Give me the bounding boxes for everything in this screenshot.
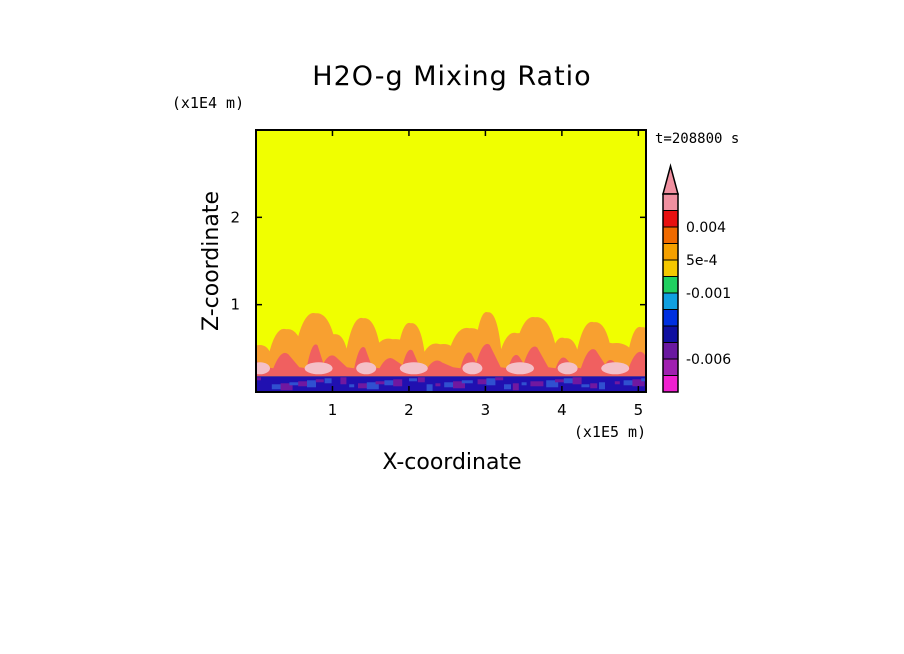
colorbar-swatch [662, 243, 679, 261]
x-tick-label: 4 [557, 401, 567, 419]
surface-layer-cell [477, 379, 488, 385]
colorbar-extend-arrow [662, 163, 679, 195]
y-tick-label: 2 [230, 208, 240, 226]
pink-cell [557, 362, 578, 375]
x-tick-label: 3 [481, 401, 491, 419]
x-axis-ticks: 1 2 3 4 5 [328, 130, 643, 419]
contour-field [256, 130, 646, 392]
pink-cell [304, 362, 333, 375]
colorbar-swatch [662, 193, 679, 211]
surface-layer-cell [599, 382, 605, 390]
colorbar-tick-label: -0.001 [686, 286, 731, 302]
plot-frame [255, 129, 647, 393]
surface-layer-cell [358, 383, 371, 389]
y-tick-label: 1 [230, 296, 240, 314]
surface-layer-cell [340, 377, 347, 385]
surface-layer-cell [256, 377, 261, 381]
colorbar-tick-labels: 0.004 5e-4 -0.001 -0.006 [686, 220, 731, 368]
pink-cell [356, 362, 377, 375]
colorbar-tick-label: -0.006 [686, 352, 731, 368]
surface-layer-cell [521, 382, 527, 386]
surface-layer-cell [417, 377, 425, 383]
colorbar-frame [662, 193, 679, 393]
colorbar-tick-label: 0.004 [686, 220, 726, 236]
surface-layer-cell [555, 379, 566, 383]
surface-layer-cell [563, 378, 574, 384]
y-axis-ticks: 12 [230, 208, 646, 314]
x-tick-label: 5 [634, 401, 644, 419]
surface-layer-cell [393, 379, 403, 387]
surface-layer-cell [486, 378, 496, 386]
surface-layer-cell [641, 378, 646, 382]
pink-cell [256, 362, 270, 375]
surface-layer-cell [375, 381, 387, 385]
surface-layer-cell [504, 384, 511, 390]
colorbar-tick-label: 5e-4 [686, 253, 718, 269]
surface-layer-cell [495, 377, 504, 381]
surface-layer-cell [632, 379, 645, 387]
surface-layer-cell [546, 380, 559, 388]
surface-layer-cell [426, 384, 433, 392]
surface-layer-cell [572, 377, 582, 385]
surface-layer-cell [307, 380, 316, 388]
red-contour [256, 343, 646, 377]
surface-layer-cell [349, 384, 355, 388]
surface-layer-cell [623, 380, 637, 386]
surface-layer-cell [409, 378, 417, 382]
colorbar-swatch [662, 292, 679, 310]
y-axis-label: Z-coordinate [199, 191, 224, 331]
surface-layer-cell [453, 381, 465, 389]
surface-layer-cell [530, 381, 544, 387]
surface-layer-cell [298, 381, 309, 387]
orange-contour [256, 312, 646, 377]
surface-layer-cell [271, 384, 285, 390]
surface-layer-cell [512, 383, 519, 391]
surface-layer-cell [444, 382, 458, 388]
colorbar-swatch [662, 358, 679, 376]
pink-cell [506, 362, 534, 375]
x-scale-label: (x1E5 m) [574, 423, 646, 441]
surface-layer-cell [581, 384, 590, 388]
x-tick-label: 2 [404, 401, 414, 419]
surface-layer-cell [590, 383, 598, 389]
colorbar-swatch [662, 375, 679, 393]
surface-layer-cell [315, 379, 324, 383]
surface-layer-cell [289, 382, 301, 386]
colorbar-swatch [662, 226, 679, 244]
chart-title: H2O-g Mixing Ratio [312, 61, 591, 92]
surface-layer-cell [324, 378, 332, 384]
colorbar-swatch [662, 259, 679, 277]
surface-layer-cell [435, 383, 441, 387]
time-label: t=208800 s [655, 131, 739, 147]
surface-layer-cell [461, 380, 473, 384]
surface-layer-cell [384, 380, 395, 386]
colorbar-swatch [662, 276, 679, 294]
colorbar-swatch [662, 210, 679, 228]
x-tick-label: 1 [328, 401, 338, 419]
field-layers [256, 130, 646, 392]
pink-cell [462, 362, 483, 375]
surface-layer-cell [280, 383, 293, 391]
x-axis-label: X-coordinate [382, 450, 521, 475]
pink-cell [399, 362, 428, 375]
colorbar-swatch [662, 309, 679, 327]
y-scale-label: (x1E4 m) [172, 94, 244, 112]
colorbar [662, 163, 679, 393]
colorbar-swatch [662, 342, 679, 360]
surface-layer-cell [614, 381, 620, 385]
colorbar-swatch [662, 325, 679, 343]
surface-layer-cell [366, 382, 379, 390]
pink-cell [601, 362, 630, 375]
